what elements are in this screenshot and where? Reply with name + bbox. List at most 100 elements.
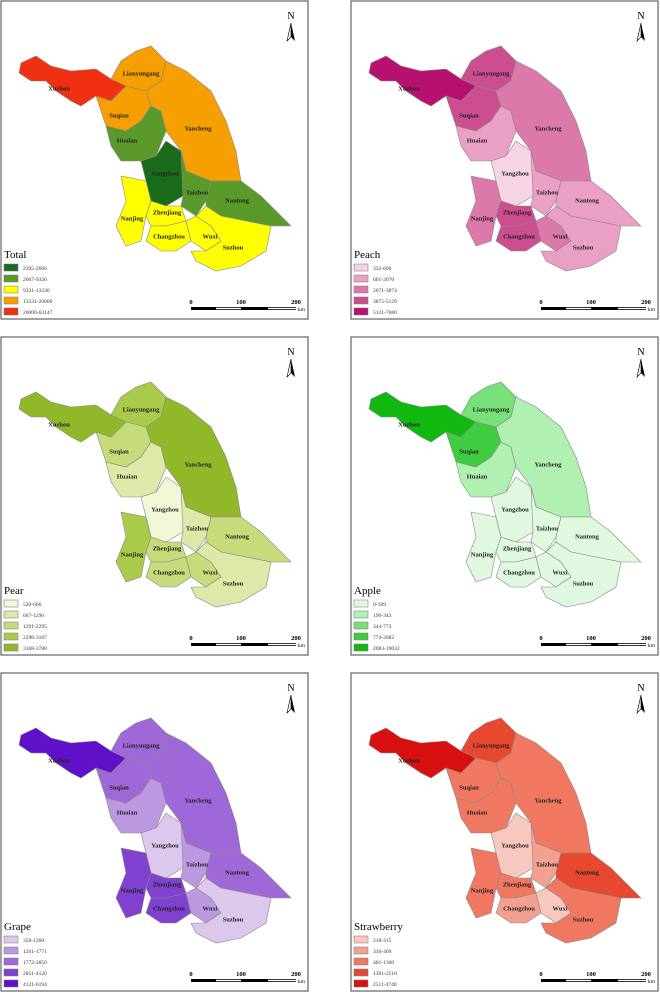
scale-label: 100	[236, 635, 246, 642]
region	[540, 877, 622, 944]
legend-title: Apple	[354, 585, 381, 597]
legend-label: 344-773	[373, 624, 392, 630]
city-label: Lianyungang	[123, 742, 161, 749]
north-arrow	[636, 694, 642, 714]
legend-swatch	[3, 946, 19, 955]
city-label: Yancheng	[184, 797, 212, 804]
city-label: Changzhou	[153, 905, 185, 912]
region	[115, 847, 152, 919]
city-label: Suqian	[459, 784, 479, 791]
legend-swatch	[353, 979, 369, 988]
city-label: Taizhou	[536, 189, 559, 196]
legend-swatch	[353, 263, 369, 272]
scale-label: 200	[291, 635, 301, 642]
legend-swatch	[3, 632, 19, 641]
region	[540, 541, 622, 608]
north-label: N	[287, 11, 294, 22]
city-label: Lianyungang	[123, 70, 161, 77]
legend-title: Peach	[354, 249, 381, 261]
scale-bar	[268, 979, 296, 982]
north-arrow	[636, 358, 642, 378]
legend-label: 358-1260	[23, 938, 44, 944]
legend-label: 2296-3167	[23, 635, 47, 641]
city-label: Suqian	[109, 784, 129, 791]
city-label: Zhenjiang	[503, 881, 532, 888]
city-label: Taizhou	[186, 861, 209, 868]
legend-swatch	[353, 968, 369, 977]
city-label: Suqian	[459, 448, 479, 455]
city-label: Changzhou	[503, 233, 535, 240]
city-label: Changzhou	[153, 569, 185, 576]
scale-label: 100	[236, 299, 246, 306]
north-label: N	[287, 347, 294, 358]
city-label: Lianyungang	[123, 406, 161, 413]
legend-swatch	[3, 621, 19, 630]
north-arrow	[641, 359, 645, 377]
city-label: Xuzhou	[398, 421, 420, 428]
region	[495, 556, 542, 588]
city-label: Suzhou	[573, 916, 594, 923]
map-panel: Xuzhou Lianyungang Suqian Huaian Yancheng Yan…	[350, 672, 659, 992]
city-label: Huaian	[467, 137, 488, 144]
city-label: Huaian	[117, 137, 138, 144]
city-label: Yancheng	[184, 461, 212, 468]
city-label: Zhenjiang	[503, 545, 532, 552]
city-label: Changzhou	[503, 905, 535, 912]
north-arrow	[291, 359, 295, 377]
city-label: Nantong	[225, 533, 250, 540]
scale-bar	[216, 307, 241, 310]
city-label: Yancheng	[534, 461, 562, 468]
legend-label: 4121-6194	[23, 982, 47, 988]
city-label: Yancheng	[534, 797, 562, 804]
region	[180, 822, 212, 889]
city-label: Nantong	[575, 197, 600, 204]
city-label: Yangzhou	[501, 170, 529, 177]
legend-label: 601-2070	[373, 277, 394, 283]
scale-bar	[216, 979, 241, 982]
legend-swatch	[3, 643, 19, 652]
legend-swatch	[353, 296, 369, 305]
city-label: Suzhou	[223, 580, 244, 587]
legend-title: Grape	[4, 921, 31, 933]
scale-label: 200	[641, 971, 651, 978]
city-label: Suqian	[109, 112, 129, 119]
legend-label: 1261-1771	[23, 949, 47, 955]
region	[465, 847, 502, 919]
city-label: Wuxi	[552, 905, 567, 912]
legend-swatch	[3, 599, 19, 608]
city-label: Taizhou	[536, 525, 559, 532]
city-label: Yangzhou	[151, 842, 179, 849]
legend-label: 667-1290	[23, 613, 44, 619]
north-arrow	[286, 22, 292, 42]
city-label: Zhenjiang	[153, 881, 182, 888]
city-label: Wuxi	[552, 233, 567, 240]
city-label: Yangzhou	[501, 506, 529, 513]
region	[530, 822, 562, 889]
region	[465, 175, 502, 247]
city-label: Nanjing	[471, 551, 494, 558]
city-label: Xuzhou	[48, 421, 70, 428]
legend-swatch	[353, 643, 369, 652]
region	[190, 541, 272, 608]
legend-swatch	[353, 621, 369, 630]
legend-label: 9331-13330	[23, 288, 50, 294]
city-label: Suqian	[459, 112, 479, 119]
city-label: Taizhou	[186, 525, 209, 532]
city-label: Zhenjiang	[153, 209, 182, 216]
legend-swatch	[353, 946, 369, 955]
region	[145, 220, 192, 252]
legend-swatch	[3, 957, 19, 966]
city-label: Yangzhou	[151, 506, 179, 513]
city-label: Xuzhou	[398, 757, 420, 764]
legend-label: 20000-63147	[23, 310, 53, 316]
scale-label: 0	[539, 635, 542, 642]
scale-label: 0	[189, 635, 192, 642]
legend-swatch	[3, 610, 19, 619]
legend-swatch	[353, 957, 369, 966]
scale-label: 200	[641, 299, 651, 306]
city-label: Wuxi	[202, 233, 217, 240]
legend-title: Strawberry	[354, 921, 403, 933]
north-arrow	[636, 22, 642, 42]
legend-swatch	[353, 632, 369, 641]
scale-bar	[566, 979, 591, 982]
